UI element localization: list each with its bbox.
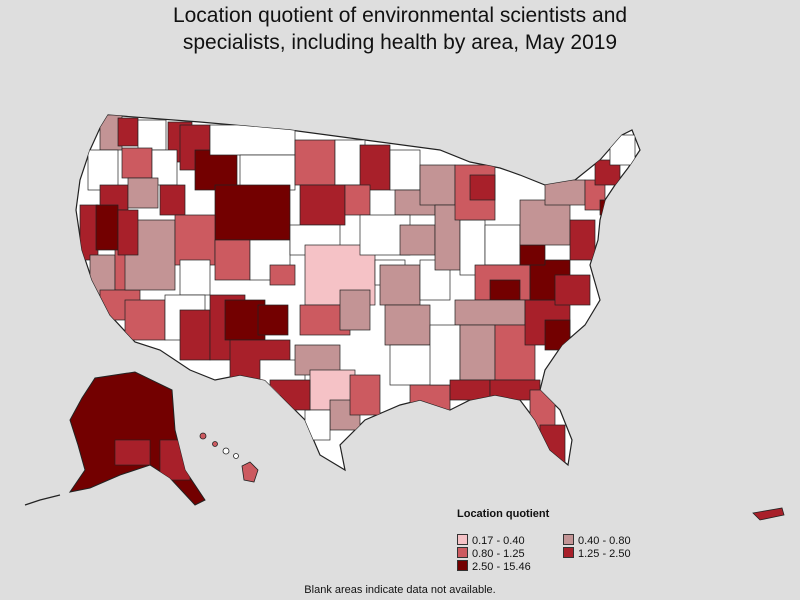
legend-label: 0.80 - 1.25 (472, 548, 525, 560)
legend-swatch (457, 547, 468, 558)
legend-swatch (563, 547, 574, 558)
puerto-rico (752, 507, 785, 521)
legend-item-3: 0.80 - 1.25 (457, 547, 525, 560)
legend-item-2: 0.40 - 0.80 (563, 534, 631, 547)
legend-label: 1.25 - 2.50 (578, 548, 631, 560)
alaska (24, 371, 206, 506)
contiguous-us (75, 114, 641, 472)
map-title-line-1: Location quotient of environmental scien… (172, 4, 628, 27)
legend-item-4: 1.25 - 2.50 (563, 547, 631, 560)
legend-swatch (457, 534, 468, 545)
legend-label: 0.40 - 0.80 (578, 535, 631, 547)
legend-title: Location quotient (457, 508, 550, 520)
hawaii (199, 432, 259, 483)
legend-item-5: 2.50 - 15.46 (457, 560, 531, 573)
map-legend: Location quotient 0.17 - 0.40 0.40 - 0.8… (457, 508, 707, 578)
legend-item-1: 0.17 - 0.40 (457, 534, 525, 547)
footnote: Blank areas indicate data not available. (304, 584, 496, 596)
legend-swatch (457, 560, 468, 571)
map-title-line-2: specialists, including health by area, M… (182, 31, 618, 54)
legend-label: 0.17 - 0.40 (472, 535, 525, 547)
map-title: Location quotient of environmental scien… (0, 2, 800, 56)
legend-swatch (563, 534, 574, 545)
legend-label: 2.50 - 15.46 (472, 561, 531, 573)
